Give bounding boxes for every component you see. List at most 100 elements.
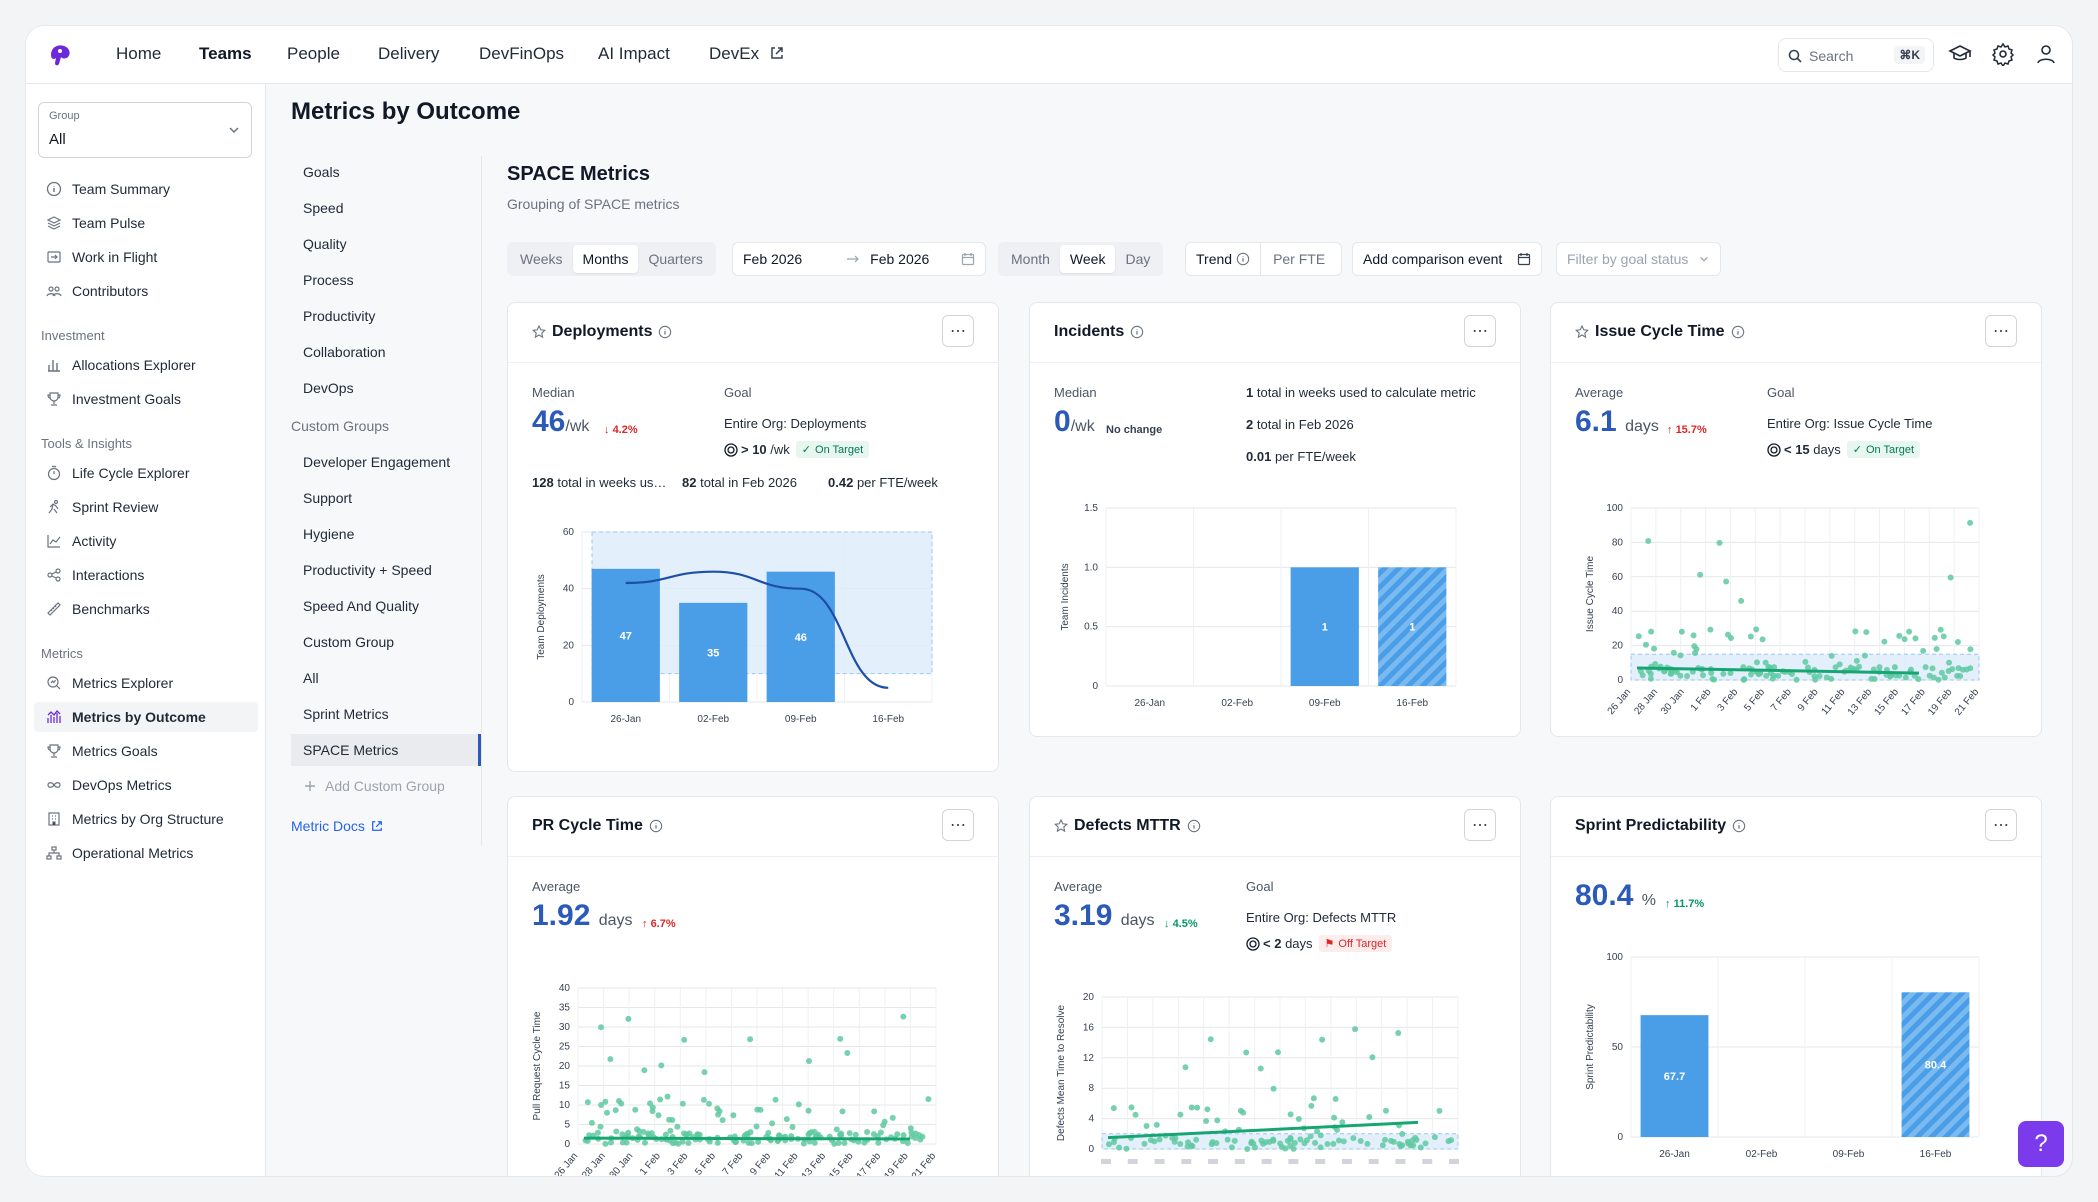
nav-home[interactable]: Home bbox=[116, 44, 162, 63]
group-select[interactable]: Group All bbox=[38, 102, 252, 158]
tab-months[interactable]: Months bbox=[572, 245, 639, 273]
star-icon[interactable] bbox=[532, 325, 546, 339]
user-icon[interactable] bbox=[2034, 42, 2058, 66]
scatter-point bbox=[1132, 1111, 1139, 1118]
sidebar-item-benchmarks[interactable]: Benchmarks bbox=[34, 594, 258, 624]
sidebar-item-activity[interactable]: Activity bbox=[34, 526, 258, 556]
nav-delivery[interactable]: Delivery bbox=[378, 44, 440, 63]
sidebar-item-work-in-flight[interactable]: Work in Flight bbox=[34, 242, 258, 272]
sidebar-item-label: Operational Metrics bbox=[72, 845, 194, 861]
subnav-support[interactable]: Support bbox=[303, 490, 353, 506]
scatter-point bbox=[838, 1132, 845, 1139]
subnav-all[interactable]: All bbox=[303, 670, 319, 686]
change-value: 11.7% bbox=[1673, 898, 1705, 910]
nav-devex[interactable]: DevEx bbox=[709, 44, 784, 64]
sidebar-item-allocations-explorer[interactable]: Allocations Explorer bbox=[34, 350, 258, 380]
add-comparison-event-button[interactable]: Add comparison event bbox=[1352, 242, 1542, 276]
subnav-collaboration[interactable]: Collaboration bbox=[303, 344, 386, 360]
per-fte-button[interactable]: Per FTE bbox=[1273, 251, 1326, 267]
y-tick-label: 1.5 bbox=[1084, 503, 1098, 514]
goal-status-filter[interactable]: Filter by goal status bbox=[1556, 242, 1721, 276]
nav-devfinops[interactable]: DevFinOps bbox=[479, 44, 565, 63]
bar bbox=[1378, 567, 1447, 686]
subnav-sprint-metrics[interactable]: Sprint Metrics bbox=[303, 706, 389, 722]
tab-month[interactable]: Month bbox=[1011, 251, 1050, 267]
trend-button[interactable]: Trend bbox=[1196, 243, 1262, 275]
info-icon[interactable] bbox=[649, 819, 663, 833]
x-tick-label bbox=[1288, 1159, 1299, 1164]
sidebar-item-sprint-review[interactable]: Sprint Review bbox=[34, 492, 258, 522]
scatter-point bbox=[1224, 1136, 1231, 1143]
subnav-space-metrics[interactable]: SPACE Metrics bbox=[291, 734, 481, 766]
subnav-hygiene[interactable]: Hygiene bbox=[303, 526, 355, 542]
goal-label: Goal bbox=[724, 385, 752, 400]
y-tick-label: 16 bbox=[1083, 1022, 1095, 1033]
info-icon[interactable] bbox=[658, 325, 672, 339]
card-more-button[interactable]: ⋯ bbox=[1464, 809, 1496, 841]
tab-day[interactable]: Day bbox=[1125, 251, 1151, 267]
card-more-button[interactable]: ⋯ bbox=[1464, 315, 1496, 347]
add-custom-group-button[interactable]: Add Custom Group bbox=[303, 778, 445, 794]
card-more-button[interactable]: ⋯ bbox=[1985, 315, 2017, 347]
scatter-point bbox=[1110, 1105, 1117, 1112]
tab-quarters[interactable]: Quarters bbox=[648, 251, 703, 267]
date-range-picker[interactable]: Feb 2026 Feb 2026 bbox=[732, 242, 986, 276]
subnav-quality[interactable]: Quality bbox=[303, 236, 347, 252]
subnav-speed[interactable]: Speed bbox=[303, 200, 344, 216]
gear-icon[interactable] bbox=[1991, 42, 2015, 66]
sidebar-item-metrics-by-outcome[interactable]: Metrics by Outcome bbox=[34, 702, 258, 732]
sidebar-item-contributors[interactable]: Contributors bbox=[34, 276, 258, 306]
subnav-process[interactable]: Process bbox=[303, 272, 354, 288]
nav-ai-impact[interactable]: AI Impact bbox=[598, 44, 670, 63]
sidebar-item-team-pulse[interactable]: Team Pulse bbox=[34, 208, 258, 238]
calendar-icon bbox=[961, 253, 975, 266]
tab-week[interactable]: Week bbox=[1059, 245, 1116, 273]
tab-weeks[interactable]: Weeks bbox=[520, 251, 563, 267]
search-box[interactable]: Search ⌘K bbox=[1778, 38, 1934, 72]
subnav-productivity-speed[interactable]: Productivity + Speed bbox=[303, 562, 432, 578]
scatter-point bbox=[747, 1036, 754, 1043]
help-button[interactable]: ? bbox=[2018, 1121, 2064, 1167]
x-tick-label: 3 Feb bbox=[666, 1151, 691, 1176]
info-icon[interactable] bbox=[1130, 325, 1144, 339]
scatter-point bbox=[1123, 1145, 1130, 1152]
sidebar-item-investment-goals[interactable]: Investment Goals bbox=[34, 384, 258, 414]
sidebar-item-metrics-explorer[interactable]: Metrics Explorer bbox=[34, 668, 258, 698]
sidebar-item-devops-metrics[interactable]: DevOps Metrics bbox=[34, 770, 258, 800]
scatter-point bbox=[598, 1101, 605, 1108]
subnav-speed-and-quality[interactable]: Speed And Quality bbox=[303, 598, 419, 614]
value-unit: days bbox=[598, 912, 633, 929]
nav-teams[interactable]: Teams bbox=[199, 44, 252, 63]
card-more-button[interactable]: ⋯ bbox=[942, 315, 974, 347]
sidebar-item-interactions[interactable]: Interactions bbox=[34, 560, 258, 590]
card-more-button[interactable]: ⋯ bbox=[942, 809, 974, 841]
scatter-point bbox=[1753, 626, 1760, 633]
subnav-devops[interactable]: DevOps bbox=[303, 380, 354, 396]
sidebar-item-metrics-by-org-structure[interactable]: Metrics by Org Structure bbox=[34, 804, 258, 834]
brand-logo-icon[interactable] bbox=[46, 41, 74, 69]
scatter-point bbox=[1382, 1136, 1389, 1143]
scatter-point bbox=[783, 1116, 790, 1123]
sidebar-item-metrics-goals[interactable]: Metrics Goals bbox=[34, 736, 258, 766]
info-icon[interactable] bbox=[1187, 819, 1201, 833]
stat-number: 0.01 bbox=[1246, 449, 1272, 464]
subnav-custom-group[interactable]: Custom Group bbox=[303, 634, 395, 650]
subnav-goals[interactable]: Goals bbox=[303, 164, 340, 180]
nav-people[interactable]: People bbox=[287, 44, 340, 63]
subnav-productivity[interactable]: Productivity bbox=[303, 308, 376, 324]
star-icon[interactable] bbox=[1054, 819, 1068, 833]
subnav-developer-engagement[interactable]: Developer Engagement bbox=[303, 454, 451, 470]
scatter-point bbox=[679, 1100, 686, 1107]
sidebar-item-team-summary[interactable]: Team Summary bbox=[34, 174, 258, 204]
runner-icon bbox=[48, 499, 59, 514]
star-icon[interactable] bbox=[1575, 325, 1589, 339]
info-icon[interactable] bbox=[1732, 819, 1746, 833]
metric-docs-link[interactable]: Metric Docs bbox=[291, 818, 383, 834]
scatter-point bbox=[1740, 676, 1747, 683]
card-more-button[interactable]: ⋯ bbox=[1985, 809, 2017, 841]
sidebar-item-operational-metrics[interactable]: Operational Metrics bbox=[34, 838, 258, 868]
sidebar-item-life-cycle-explorer[interactable]: Life Cycle Explorer bbox=[34, 458, 258, 488]
scatter-point bbox=[584, 1099, 591, 1106]
graduation-cap-icon[interactable] bbox=[1948, 42, 1972, 66]
info-icon[interactable] bbox=[1731, 325, 1745, 339]
